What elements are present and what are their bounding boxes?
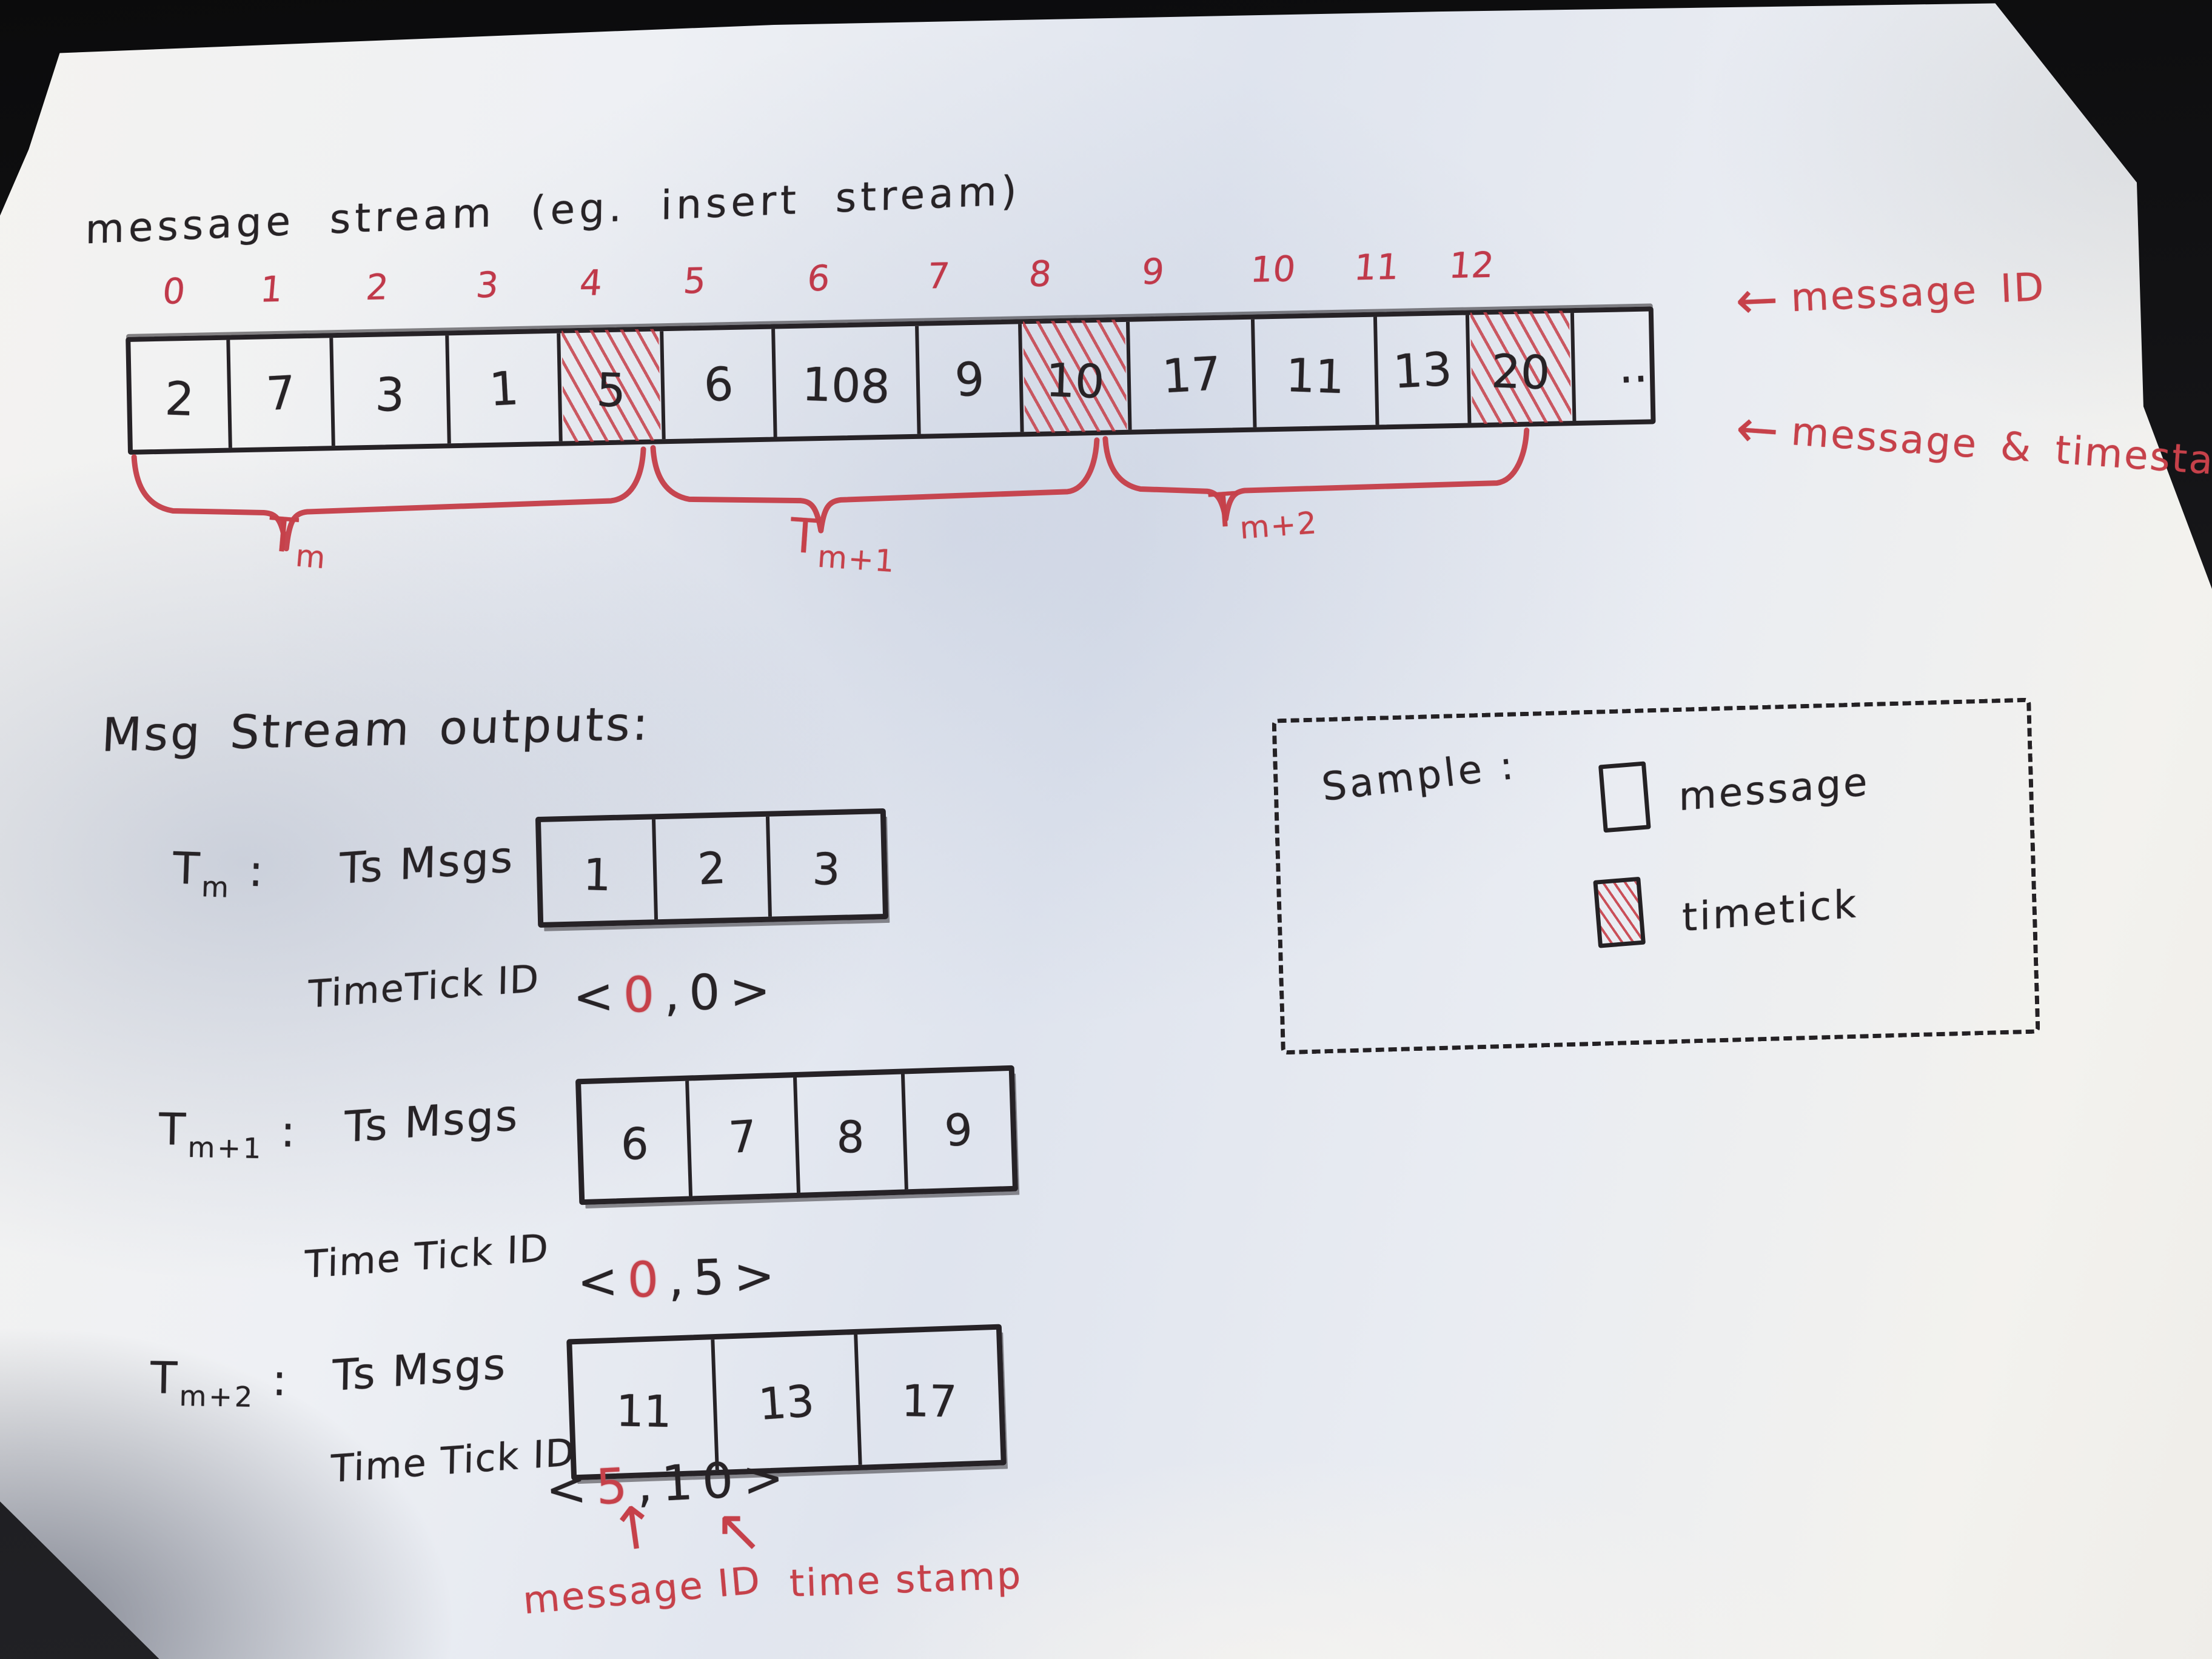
output-row-label-tm2: Tm+2: xyxy=(150,1352,290,1414)
stream-index: 8 xyxy=(1027,253,1053,295)
stream-index: 7 xyxy=(925,255,951,297)
stream-index: 11 xyxy=(1352,246,1401,289)
output-cell: 9 xyxy=(900,1070,1013,1190)
output-cell: 8 xyxy=(793,1074,905,1193)
output-cell: 6 xyxy=(620,1118,649,1170)
stream-cell: .. xyxy=(1570,310,1692,421)
output-cell: 1 xyxy=(583,848,612,900)
stream-index: 4 xyxy=(578,262,604,304)
stream-cell: 7 xyxy=(226,338,332,448)
stream-cell: 2 xyxy=(164,370,195,426)
stream-index: 1 xyxy=(258,268,285,310)
legend-item-message: message xyxy=(1678,759,1870,820)
stream-cell: 1 xyxy=(445,333,559,444)
stream-index: 10 xyxy=(1248,248,1298,290)
stream-index: 12 xyxy=(1447,244,1496,287)
legend-title: Sample : xyxy=(1319,743,1519,811)
group-label-tm: Tm xyxy=(266,507,328,576)
output-cell: 7 xyxy=(685,1078,797,1196)
stream-cell: 11 xyxy=(1250,317,1376,427)
stream-cell: 9 xyxy=(915,324,1021,434)
stream-cell: 13 xyxy=(1373,315,1468,425)
stream-index: 2 xyxy=(364,266,390,309)
stream-cell-timetick: 20 xyxy=(1465,313,1573,423)
stream-index: 9 xyxy=(1140,250,1166,293)
legend-item-timetick: timetick xyxy=(1681,881,1859,941)
brace-tm1 xyxy=(650,437,1100,534)
message-stream: 0 1 2 3 4 5 6 7 8 9 10 11 12 2 7 3 1 5 6… xyxy=(124,241,1692,579)
group-label-tm1: Tm+1 xyxy=(788,508,897,580)
stream-index: 0 xyxy=(161,270,187,312)
timetick-value: <0,0> xyxy=(572,962,781,1025)
output-cell: 17 xyxy=(853,1329,1001,1465)
stream-cell-timetick: 5 xyxy=(557,331,662,441)
output-row-label-tm1: Tm+1: xyxy=(158,1104,298,1165)
timetick-value: <0,5> xyxy=(576,1247,785,1310)
stream-cell: 6 xyxy=(660,329,774,440)
stream-cell: 3 xyxy=(329,335,447,446)
output-cell: 2 xyxy=(651,816,769,920)
brace-tm xyxy=(131,446,646,552)
left-arrow-icon: ← xyxy=(1734,269,1781,331)
timetick-symbol-icon xyxy=(1593,876,1646,948)
brace-tm2 xyxy=(1102,427,1530,522)
up-arrow-icon: ↑ xyxy=(605,1491,663,1566)
up-left-arrow-icon: ↖ xyxy=(714,1496,763,1564)
stream-cell: 108 xyxy=(771,326,917,437)
stream-cell-timetick: 10 xyxy=(1018,321,1128,432)
stream-index: 3 xyxy=(474,264,501,306)
message-symbol-icon xyxy=(1598,761,1651,833)
left-arrow-icon: ← xyxy=(1734,398,1783,461)
output-box-tm: 1 2 3 xyxy=(535,808,889,928)
note-timestamp: time stamp xyxy=(788,1553,1024,1606)
stream-cell: 17 xyxy=(1125,319,1253,430)
output-cell: 3 xyxy=(766,814,883,917)
outputs-heading: Msg Stream outputs: xyxy=(100,696,652,762)
stream-index: 5 xyxy=(682,260,708,302)
group-label-tm2: Tm+2 xyxy=(1207,482,1319,546)
output-box-tm1: 6 7 8 9 xyxy=(575,1065,1019,1205)
output-row-label-tm: Tm: xyxy=(172,842,267,904)
group-braces-icon xyxy=(131,427,1530,552)
stream-index: 6 xyxy=(805,257,832,300)
legend-box: Sample : message timetick xyxy=(1272,697,2040,1055)
